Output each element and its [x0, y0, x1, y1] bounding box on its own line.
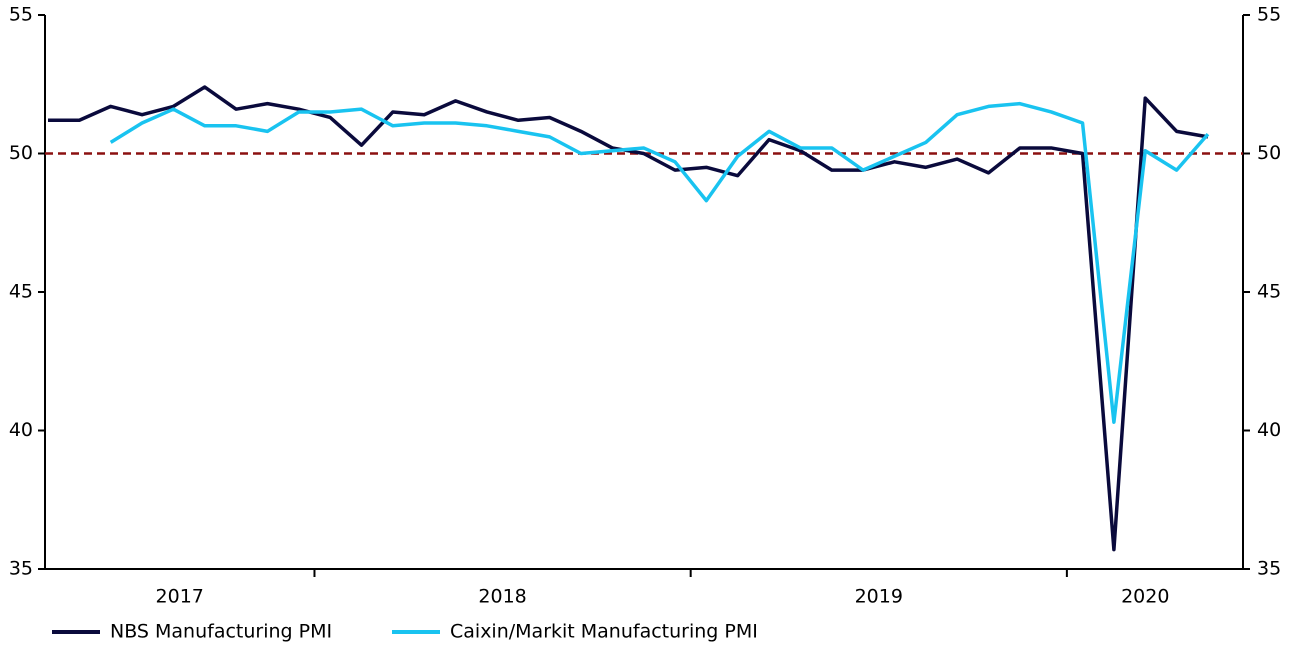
x-group-label: 2019: [855, 586, 903, 608]
legend-label: NBS Manufacturing PMI: [110, 621, 332, 643]
y2-tick-label: 55: [1257, 4, 1281, 26]
y2-tick-label: 40: [1257, 419, 1281, 441]
y2-tick-label: 45: [1257, 281, 1281, 303]
y-tick-label: 45: [9, 281, 33, 303]
y-tick-label: 50: [9, 142, 33, 164]
series-line: [48, 85, 1209, 552]
series-line: [109, 101, 1210, 424]
x-group-label: 2018: [478, 586, 526, 608]
y2-tick-label: 35: [1257, 558, 1281, 580]
y-tick-label: 55: [9, 4, 33, 26]
y-tick-label: 40: [9, 419, 33, 441]
y-tick-label: 35: [9, 558, 33, 580]
legend-label: Caixin/Markit Manufacturing PMI: [450, 621, 758, 643]
y2-tick-label: 50: [1257, 142, 1281, 164]
x-group-label: 2020: [1121, 586, 1169, 608]
x-group-label: 2017: [156, 586, 204, 608]
